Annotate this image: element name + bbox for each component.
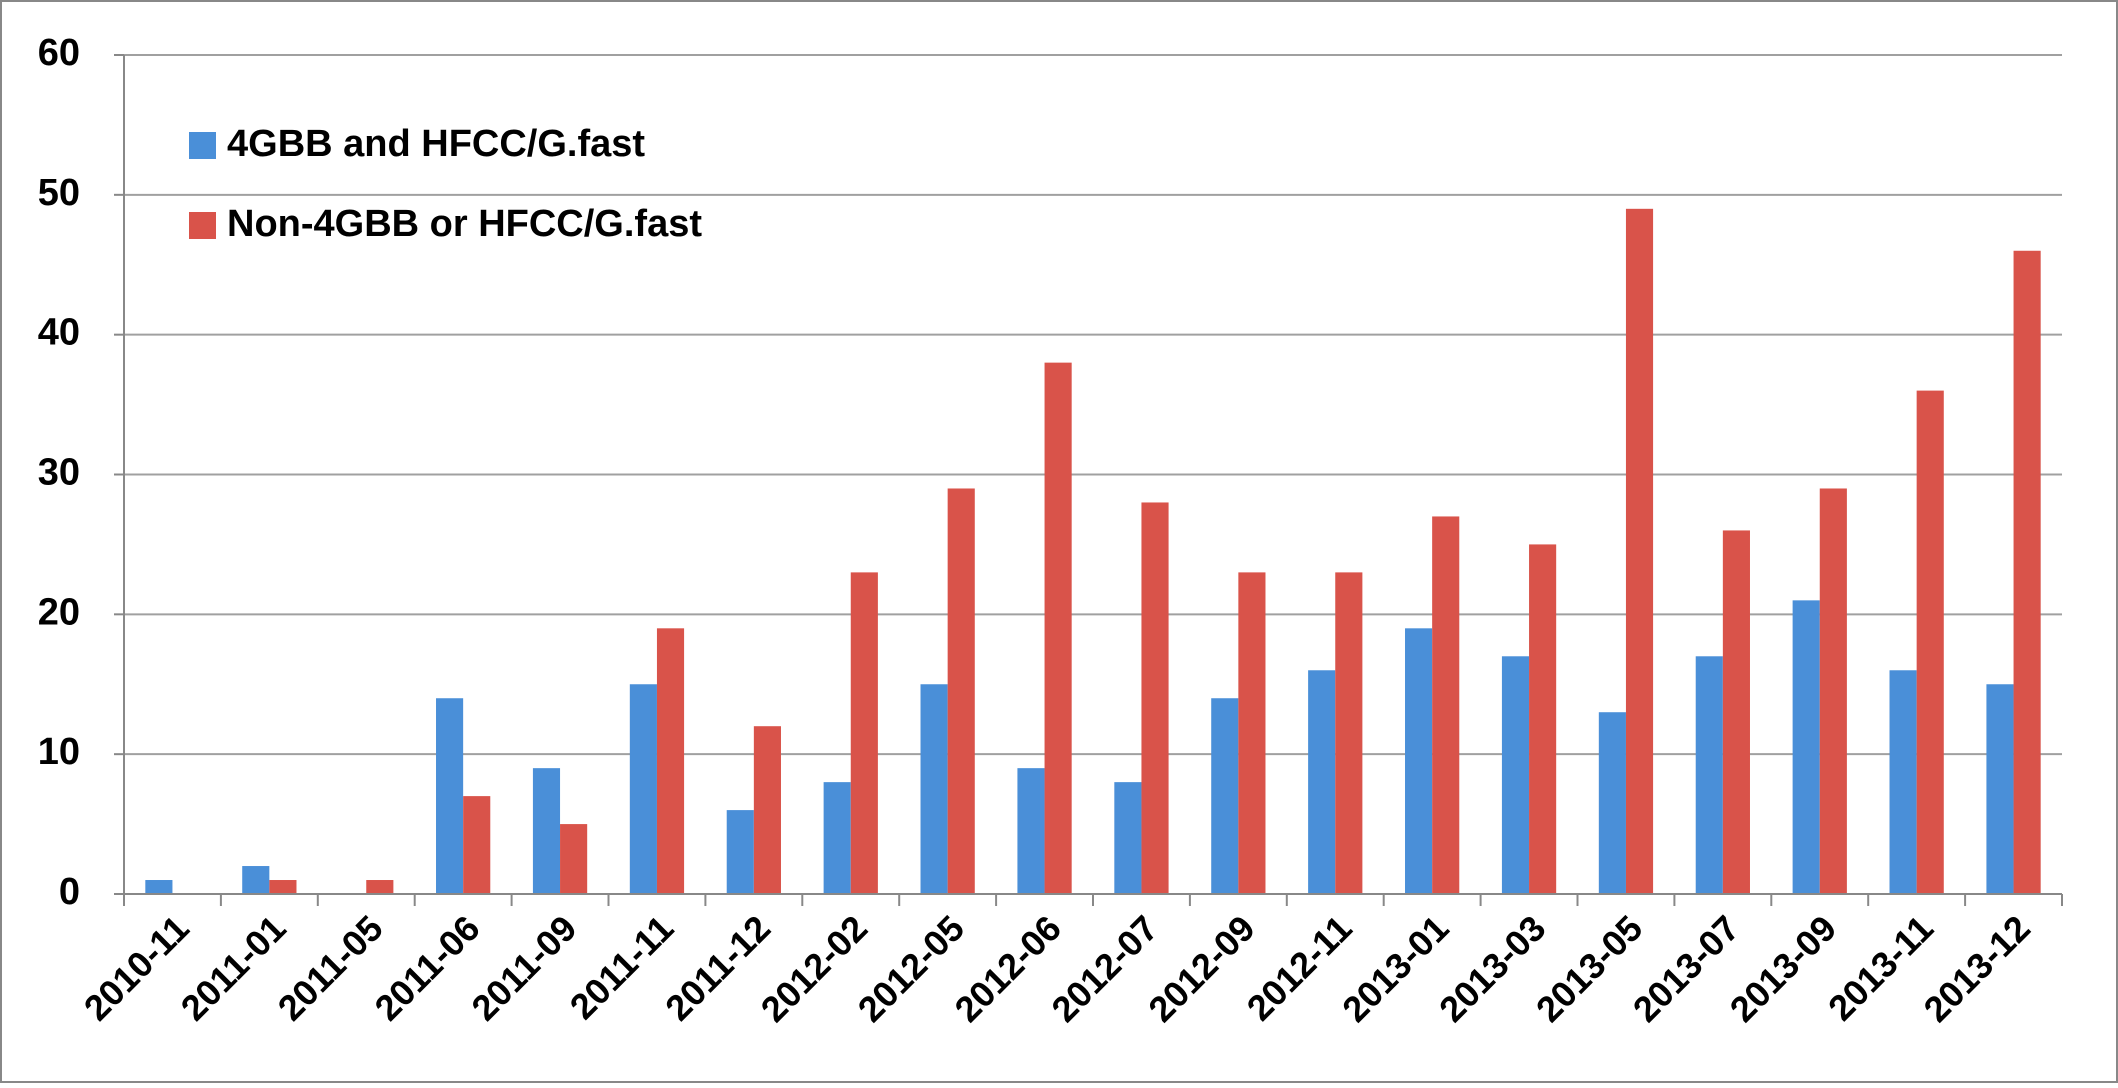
legend-label: 4GBB and HFCC/G.fast [227, 123, 645, 165]
bar [463, 796, 491, 894]
bar [1501, 656, 1530, 894]
bar [2013, 250, 2041, 894]
y-tick-label: 50 [38, 172, 80, 214]
bar [629, 684, 657, 894]
bar [1308, 670, 1336, 894]
y-tick-label: 20 [38, 591, 80, 633]
legend-label: Non-4GBB or HFCC/G.fast [227, 203, 702, 245]
bar [145, 880, 173, 894]
y-tick-label: 0 [59, 871, 80, 913]
bar [366, 880, 394, 894]
bar [1017, 768, 1045, 894]
bar [850, 572, 878, 894]
bar [269, 880, 297, 894]
bar [1625, 208, 1654, 895]
bar [1405, 628, 1433, 894]
bar [1986, 684, 2014, 894]
legend-swatch [189, 212, 216, 239]
bar [1889, 670, 1917, 894]
bar [1432, 516, 1460, 894]
bar [823, 782, 851, 894]
bar [1722, 530, 1750, 894]
bar [1238, 572, 1266, 894]
bar [1819, 488, 1847, 894]
bar [1335, 572, 1363, 894]
bar [1792, 600, 1820, 894]
legend-swatch [189, 132, 216, 159]
bar [920, 684, 948, 894]
bar [436, 698, 464, 894]
y-tick-label: 60 [38, 32, 80, 74]
bar [1695, 656, 1723, 894]
bar [242, 866, 270, 894]
bar [947, 488, 975, 894]
bar [656, 628, 685, 894]
bar [1141, 502, 1169, 894]
bar [560, 824, 588, 894]
bar [1044, 362, 1072, 895]
bar [1211, 698, 1239, 894]
y-tick-label: 40 [38, 312, 80, 354]
bar [1916, 390, 1944, 894]
bar [532, 768, 561, 894]
bar [1598, 712, 1626, 894]
y-tick-label: 30 [38, 452, 80, 494]
y-tick-label: 10 [38, 731, 80, 773]
bar [753, 726, 781, 894]
bar [1529, 544, 1557, 894]
bar [1114, 782, 1142, 894]
bar [726, 810, 754, 894]
